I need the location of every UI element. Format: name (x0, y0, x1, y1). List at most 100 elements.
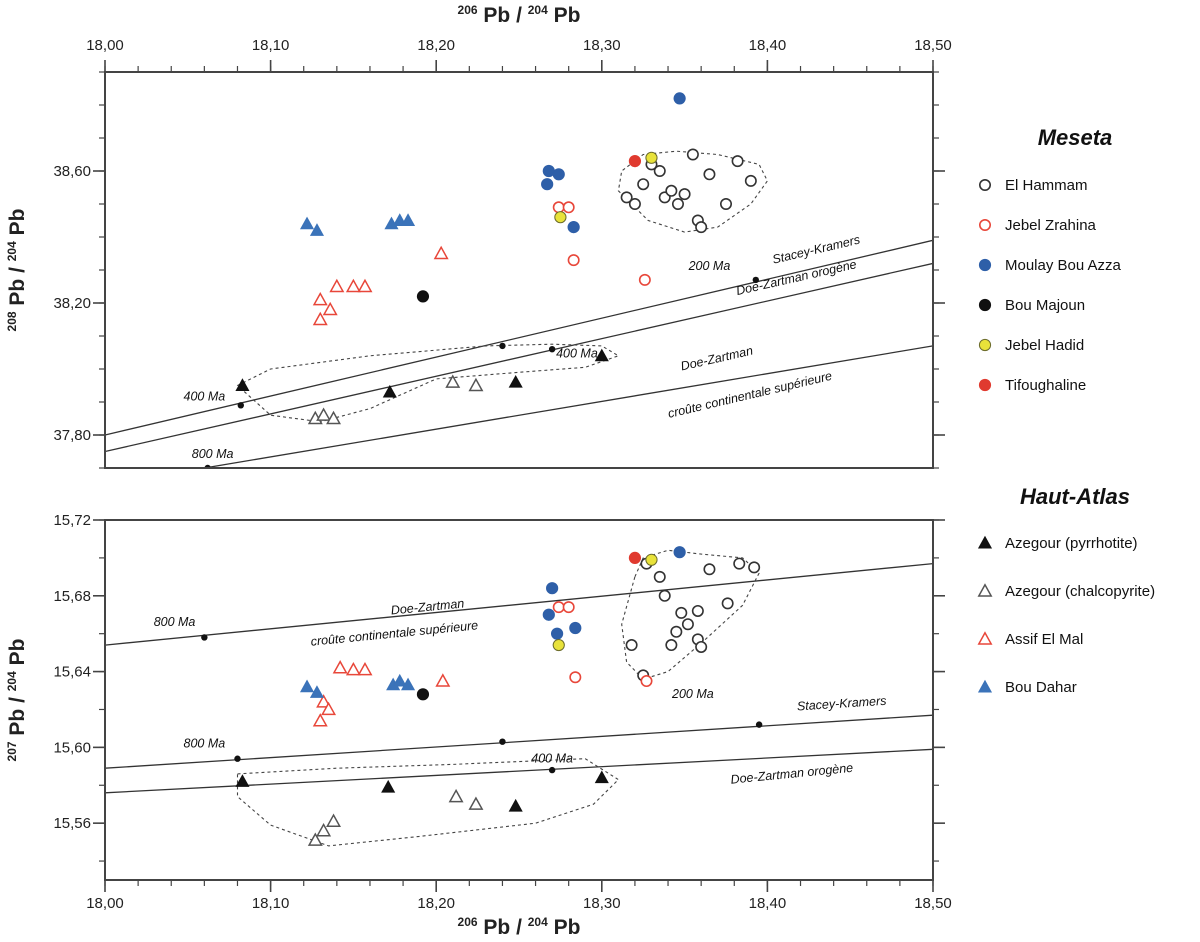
legend-marker-9 (977, 679, 993, 693)
lower-point-bou-dahar-1 (309, 685, 325, 698)
lower-point-moulay-bou-azza-1 (542, 608, 555, 621)
upper-age-label-2: 400 Ma (184, 389, 226, 403)
lower-age-label-1: 200 Ma (671, 687, 714, 701)
upper-point-moulay-bou-azza-1 (552, 168, 565, 181)
lower-point-el-hammam-7 (675, 606, 688, 619)
lower-ytick-label-4: 15,72 (53, 512, 91, 529)
lower-point-el-hammam-6 (670, 625, 683, 638)
lower-ytick-label-3: 15,68 (53, 588, 91, 605)
upper-point-el-hammam-15 (744, 174, 757, 187)
x-axis-bottom-title-part-0: 206 (458, 915, 478, 929)
lower-point-el-hammam-3 (653, 570, 666, 583)
upper-point-moulay-bou-azza-4 (673, 92, 686, 105)
x-axis-top-title-part-0: 206 (458, 3, 478, 17)
upper-ytick-label-1: 38,20 (53, 295, 91, 312)
upper-point-el-hammam-2 (637, 178, 650, 191)
lower-point-azegour-pyrrhotite--1 (381, 779, 396, 793)
lower-point-azegour-chalcopyrite--0 (307, 832, 323, 846)
legend-marker-0 (978, 179, 991, 192)
legend-marker-8 (977, 631, 993, 645)
lower-y-title-sup2: 204 (5, 671, 19, 691)
lower-field-0 (621, 549, 760, 680)
upper-curve-2 (204, 345, 933, 468)
x-axis-bottom-tick-label-2: 18,20 (417, 895, 455, 912)
lower-y-title: 207 Pb / 204 Pb (5, 639, 29, 762)
upper-plot-area (105, 92, 933, 468)
upper-age-label-3: 800 Ma (192, 447, 234, 461)
lower-ytick-label-2: 15,64 (53, 664, 91, 681)
lower-point-azegour-chalcopyrite--2 (326, 813, 342, 827)
upper-point-moulay-bou-azza-3 (567, 221, 580, 234)
legend-label-7: Azegour (chalcopyrite) (1005, 583, 1155, 600)
x-axis-top-title-part-3: Pb (548, 4, 581, 27)
upper-point-assif-el-mal-2 (322, 301, 338, 316)
lower-curve-label-2: Stacey-Kramers (797, 694, 887, 714)
lower-curve-1 (105, 714, 933, 769)
legend-marker-6 (977, 535, 993, 549)
upper-point-el-hammam-13 (719, 198, 732, 211)
legend-title-meseta: Meseta (1038, 125, 1113, 150)
lower-point-el-hammam-15 (748, 561, 761, 574)
upper-point-el-hammam-1 (628, 198, 641, 211)
upper-field-0 (617, 150, 768, 233)
upper-y-title-sup1: 208 (5, 311, 19, 331)
lower-curve-0 (105, 562, 933, 646)
lower-point-azegour-chalcopyrite--4 (468, 796, 484, 810)
lower-point-azegour-pyrrhotite--2 (508, 798, 523, 812)
lower-point-bou-dahar-3 (392, 673, 407, 687)
upper-point-bou-dahar-4 (400, 213, 416, 226)
upper-age-label-1: 400 Ma (556, 346, 598, 360)
lower-age-label-0: 800 Ma (154, 615, 196, 629)
lower-point-azegour-pyrrhotite--3 (594, 770, 609, 784)
upper-age-label-0: 200 Ma (688, 259, 731, 273)
lower-age-marker-1 (755, 721, 763, 728)
upper-point-azegour-chalcopyrite--3 (445, 374, 461, 388)
x-axis-bottom-tick-label-0: 18,00 (86, 895, 124, 912)
x-axis-bottom-tick-label-5: 18,50 (914, 895, 952, 912)
lower-age-marker-3 (234, 755, 241, 762)
x-axis-top: 18,00 18,10 18,20 18,30 18,40 18,50 206 Pb / 2… (86, 3, 952, 72)
x-axis-bottom-title-part-1: Pb / (478, 916, 528, 939)
lower-plot-area (105, 546, 933, 847)
legend-label-6: Azegour (pyrrhotite) (1005, 535, 1138, 552)
upper-point-azegour-pyrrhotite--1 (382, 384, 397, 398)
lower-point-el-hammam-12 (703, 563, 716, 576)
upper-point-jebel-hadid-0 (554, 211, 567, 224)
legend-label-5: Tifoughaline (1005, 377, 1086, 394)
upper-field-1 (236, 343, 619, 423)
legend-label-3: Bou Majoun (1005, 297, 1085, 314)
lower-point-jebel-zrahina-1 (562, 601, 575, 614)
lower-ytick-label-1: 15,60 (53, 739, 91, 756)
lower-point-assif-el-mal-3 (332, 660, 348, 674)
upper-point-assif-el-mal-1 (312, 291, 328, 306)
lower-point-jebel-zrahina-2 (569, 671, 582, 684)
upper-ytick-label-0: 37,80 (53, 427, 91, 444)
lower-y-title-part1: Pb / (6, 691, 29, 741)
lower-point-assif-el-mal-4 (345, 661, 361, 676)
upper-point-bou-majoun-0 (416, 290, 430, 303)
upper-point-el-hammam-4 (653, 165, 666, 178)
upper-point-el-hammam-14 (731, 155, 744, 168)
x-axis-top-tick-label-4: 18,40 (749, 37, 787, 54)
upper-curve-0 (105, 239, 933, 436)
lower-point-jebel-zrahina-0 (552, 601, 565, 614)
upper-point-assif-el-mal-4 (345, 278, 361, 293)
lower-point-el-hammam-9 (691, 604, 704, 617)
upper-point-azegour-chalcopyrite--4 (468, 377, 484, 392)
upper-point-el-hammam-8 (678, 188, 691, 201)
legend-marker-3 (978, 298, 992, 312)
lower-point-assif-el-mal-6 (435, 673, 451, 687)
legend-label-8: Assif El Mal (1005, 631, 1083, 648)
legend-marker-4 (978, 338, 992, 352)
lower-point-bou-dahar-0 (299, 679, 315, 693)
legend-label-0: El Hammam (1005, 177, 1088, 194)
upper-point-jebel-zrahina-1 (562, 201, 575, 214)
lower-point-jebel-hadid-0 (552, 638, 565, 652)
legend-label-1: Jebel Zrahina (1005, 217, 1097, 234)
upper-ytick-label-2: 38,60 (53, 163, 91, 180)
lower-point-moulay-bou-azza-4 (673, 546, 686, 559)
lower-field-1 (236, 758, 619, 847)
x-axis-top-tick-label-1: 18,10 (252, 37, 290, 54)
upper-point-moulay-bou-azza-2 (541, 178, 554, 191)
upper-point-jebel-zrahina-0 (552, 201, 565, 214)
